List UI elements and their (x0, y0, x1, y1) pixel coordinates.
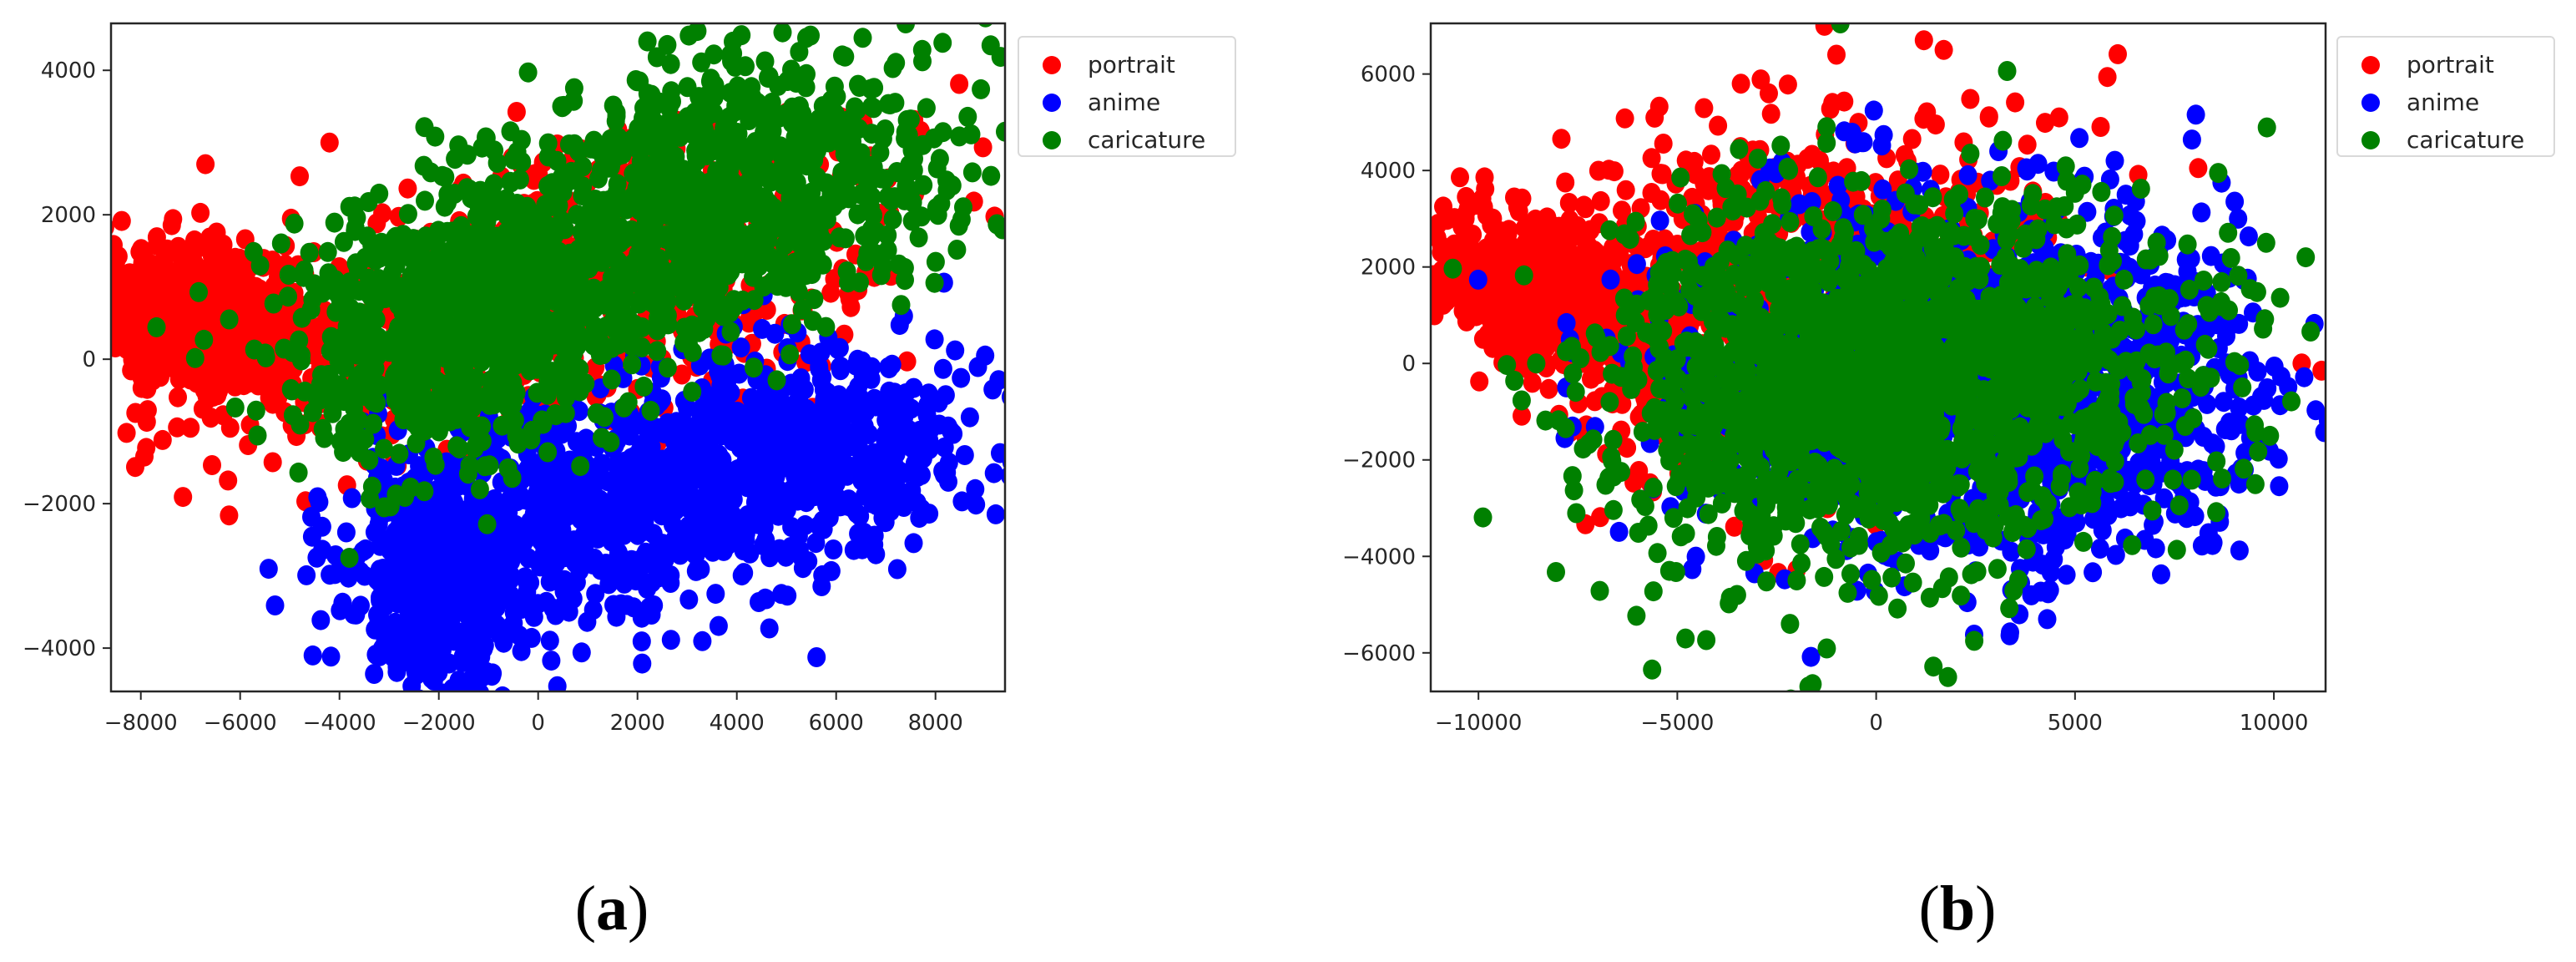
y-tick-label: 0 (82, 347, 96, 372)
y-tick-label: 2000 (41, 203, 96, 228)
legend-label: portrait (2407, 51, 2494, 78)
green-dot-icon (2361, 130, 2380, 149)
panel-a: −8000 −6000 −4000 −2000 0 2000 4000 6000 8000 −40… (23, 22, 1236, 940)
scatter-plot-b: −10000 −5000 0 5000 10000 −6000 −4000 −2000 0 200… (1342, 22, 2327, 736)
axes-frame (1429, 22, 2327, 693)
x-tick-label: −10000 (1435, 711, 1523, 736)
caption-paren: ( (574, 873, 596, 944)
legend-label: caricature (2407, 126, 2525, 154)
caption-letter: a (596, 873, 628, 944)
x-tick-label: 6000 (809, 711, 864, 736)
legend-item-anime: anime (1043, 84, 1223, 121)
scatter-points (1431, 23, 2326, 691)
y-tick-label: −4000 (1342, 544, 1416, 570)
y-tick-label: −2000 (23, 492, 96, 517)
x-tick-label: 0 (1869, 711, 1883, 736)
x-tick-label: −4000 (303, 711, 376, 736)
legend-item-portrait: portrait (1043, 46, 1223, 84)
y-tick-label: 4000 (41, 58, 96, 84)
caption-letter: b (1939, 873, 1976, 944)
x-tick-label: 5000 (2048, 711, 2103, 736)
red-dot-icon (1043, 55, 1061, 74)
x-tick-label: 2000 (610, 711, 665, 736)
legend-b: portrait anime caricature (2336, 36, 2555, 157)
legend-item-caricature: caricature (2361, 121, 2542, 159)
x-tick-label: 8000 (908, 711, 963, 736)
y-tick-label: 6000 (1361, 63, 1416, 88)
axes-frame (109, 22, 1007, 693)
red-dot-icon (2361, 55, 2380, 74)
x-tick-label: −5000 (1640, 711, 1714, 736)
y-tick-label: 4000 (1361, 159, 1416, 184)
series-anime (259, 272, 1005, 691)
legend-label: caricature (1088, 126, 1206, 154)
green-dot-icon (1043, 130, 1061, 149)
caption-b: (b) (1919, 877, 1997, 940)
legend-item-anime: anime (2361, 84, 2542, 121)
y-tick-label: −2000 (1342, 448, 1416, 473)
x-tick-label: 10000 (2240, 711, 2309, 736)
legend-item-caricature: caricature (1043, 121, 1223, 159)
scatter-plot-a: −8000 −6000 −4000 −2000 0 2000 4000 6000 8000 −40… (23, 22, 1007, 736)
blue-dot-icon (2361, 93, 2380, 112)
x-tick-label: −2000 (402, 711, 476, 736)
caption-paren: ) (628, 873, 649, 944)
y-tick-label: −4000 (23, 636, 96, 661)
legend-label: anime (2407, 89, 2480, 116)
y-tick-label: 2000 (1361, 256, 1416, 281)
x-tick-label: −8000 (104, 711, 178, 736)
x-tick-label: 0 (531, 711, 545, 736)
legend-label: anime (1088, 89, 1161, 116)
caption-paren: ( (1918, 873, 1940, 944)
scatter-points (111, 23, 1005, 691)
series-caricature (1443, 23, 2321, 691)
caption-a: (a) (575, 877, 649, 940)
x-tick-label: −6000 (204, 711, 277, 736)
y-tick-label: 0 (1402, 352, 1416, 377)
caption-paren: ) (1975, 873, 1997, 944)
legend-a: portrait anime caricature (1018, 36, 1236, 157)
legend-item-portrait: portrait (2361, 46, 2542, 84)
y-tick-label: −6000 (1342, 641, 1416, 666)
series-caricature (147, 23, 1005, 568)
x-tick-label: 4000 (710, 711, 765, 736)
blue-dot-icon (1043, 93, 1061, 112)
legend-label: portrait (1088, 51, 1175, 78)
